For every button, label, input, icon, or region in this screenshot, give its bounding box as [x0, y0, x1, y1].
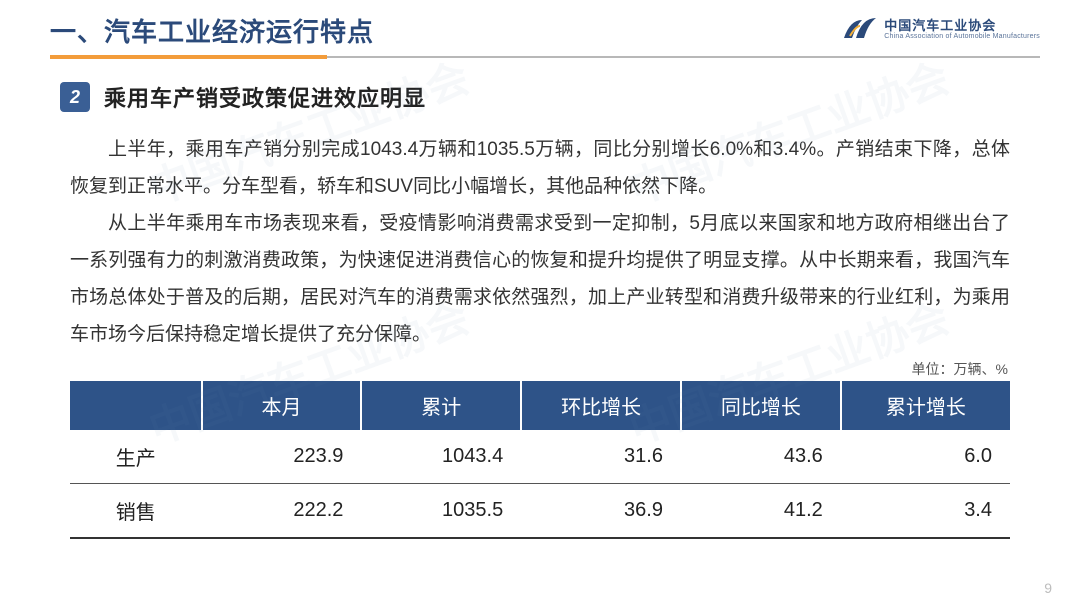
table-cell: 6.0 [841, 430, 1010, 484]
logo-text-cn: 中国汽车工业协会 [884, 19, 1040, 33]
table-header-cell: 累计 [361, 381, 521, 430]
table-cell: 41.2 [681, 484, 841, 539]
table-cell: 31.6 [521, 430, 681, 484]
section-number-badge: 2 [60, 82, 90, 112]
table-cell: 3.4 [841, 484, 1010, 539]
table-row: 生产 223.9 1043.4 31.6 43.6 6.0 [70, 430, 1010, 484]
table-header-cell: 同比增长 [681, 381, 841, 430]
paragraph: 上半年，乘用车产销分别完成1043.4万辆和1035.5万辆，同比分别增长6.0… [70, 131, 1010, 205]
main-title: 一、汽车工业经济运行特点 [50, 12, 374, 49]
header-rule [50, 55, 1040, 59]
table-header-cell: 环比增长 [521, 381, 681, 430]
logo: 中国汽车工业协会 China Association of Automobile… [842, 16, 1040, 44]
table-row-label: 生产 [70, 430, 202, 484]
page-number: 9 [1044, 580, 1052, 596]
table-cell: 1043.4 [361, 430, 521, 484]
paragraph: 从上半年乘用车市场表现来看，受疫情影响消费需求受到一定抑制，5月底以来国家和地方… [70, 205, 1010, 353]
table-unit-label: 单位：万辆、% [0, 359, 1008, 379]
data-table: 本月 累计 环比增长 同比增长 累计增长 生产 223.9 1043.4 31.… [70, 381, 1010, 539]
table-cell: 222.2 [202, 484, 362, 539]
table-header-cell [70, 381, 202, 430]
table-cell: 43.6 [681, 430, 841, 484]
logo-icon [842, 16, 878, 44]
table-row-label: 销售 [70, 484, 202, 539]
table-header-row: 本月 累计 环比增长 同比增长 累计增长 [70, 381, 1010, 430]
section-title: 乘用车产销受政策促进效应明显 [104, 81, 426, 113]
table-cell: 1035.5 [361, 484, 521, 539]
slide-header: 一、汽车工业经济运行特点 中国汽车工业协会 China Association … [0, 0, 1080, 49]
table-header-cell: 本月 [202, 381, 362, 430]
table-row: 销售 222.2 1035.5 36.9 41.2 3.4 [70, 484, 1010, 539]
table-cell: 223.9 [202, 430, 362, 484]
table-header-cell: 累计增长 [841, 381, 1010, 430]
logo-text-en: China Association of Automobile Manufact… [884, 33, 1040, 41]
body-paragraphs: 上半年，乘用车产销分别完成1043.4万辆和1035.5万辆，同比分别增长6.0… [70, 131, 1010, 353]
section-header: 2 乘用车产销受政策促进效应明显 [60, 81, 1080, 113]
header-rule-accent [50, 55, 327, 59]
table-cell: 36.9 [521, 484, 681, 539]
